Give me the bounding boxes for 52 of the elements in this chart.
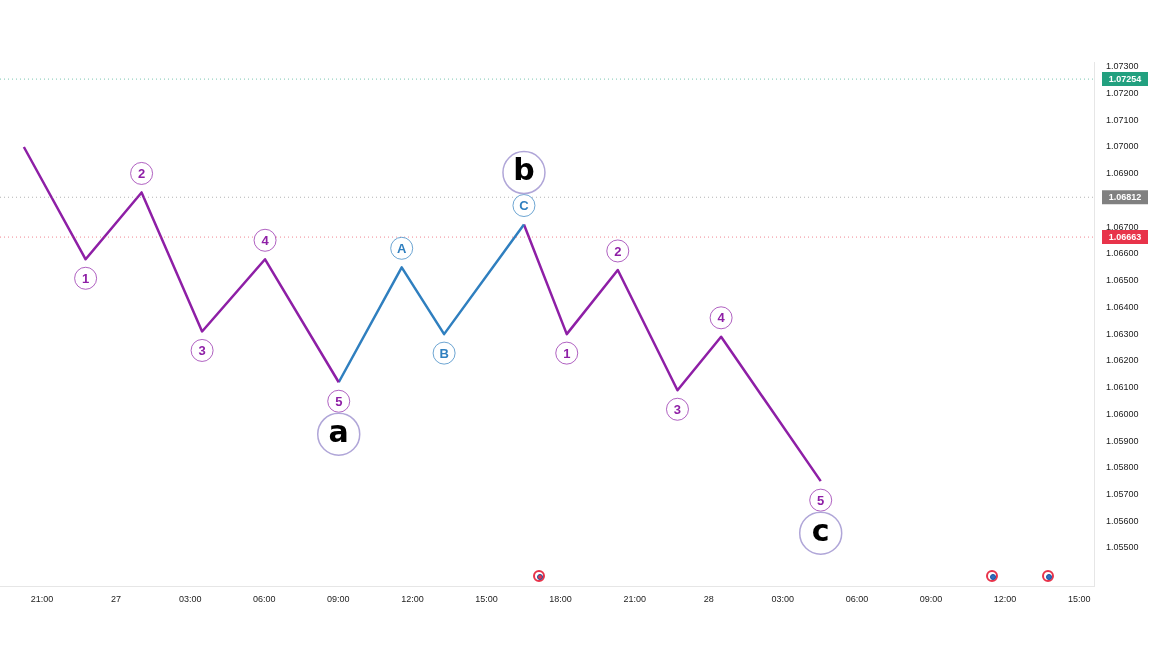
ref-line-label: 1.06663 <box>1108 231 1142 242</box>
annotation: C <box>519 198 530 214</box>
x-tick-label: 15:00 <box>475 594 498 605</box>
x-tick-label: 06:00 <box>845 594 869 605</box>
y-tick-label: 1.07200 <box>1106 88 1139 99</box>
annotation: 1 <box>563 345 571 361</box>
annotation: 4 <box>717 310 726 326</box>
x-tick-label: 28 <box>703 594 714 605</box>
annotation: a <box>328 414 349 450</box>
x-tick-label: 09:00 <box>919 594 943 605</box>
annotation: B <box>439 345 449 361</box>
y-tick-label: 1.05700 <box>1106 489 1139 499</box>
x-tick-label: 12:00 <box>401 594 424 605</box>
y-tick-label: 1.07100 <box>1106 114 1139 125</box>
x-tick-label: 12:00 <box>993 594 1017 605</box>
x-tick-label: 09:00 <box>327 594 350 605</box>
annotation: 2 <box>137 166 146 182</box>
y-tick-label: 1.06200 <box>1106 355 1139 366</box>
y-tick-label: 1.06500 <box>1106 275 1139 286</box>
x-tick-label: 06:00 <box>252 594 276 605</box>
x-tick-label: 03:00 <box>178 594 202 605</box>
annotation: b <box>513 152 535 188</box>
y-tick-label: 1.07300 <box>1106 61 1139 72</box>
annotation: c <box>811 512 830 548</box>
ref-line-label: 1.07254 <box>1108 73 1142 84</box>
y-tick-label: 1.05900 <box>1106 435 1139 446</box>
y-tick-label: 1.07000 <box>1106 141 1139 152</box>
y-tick-label: 1.05800 <box>1106 462 1139 473</box>
x-tick-label: 21:00 <box>30 594 54 605</box>
y-tick-label: 1.05600 <box>1106 515 1139 526</box>
x-tick-label: 27 <box>111 594 122 605</box>
annotation: 5 <box>335 393 343 409</box>
y-tick-label: 1.06000 <box>1106 408 1139 419</box>
annotation: 2 <box>614 243 622 259</box>
x-tick-label: 18:00 <box>549 594 572 605</box>
annotation: 1 <box>81 270 90 286</box>
x-tick-label: 15:00 <box>1067 594 1091 605</box>
annotation: 3 <box>198 343 206 359</box>
annotation: 5 <box>817 492 825 508</box>
annotation: A <box>397 240 408 256</box>
y-tick-label: 1.06300 <box>1106 328 1139 339</box>
y-tick-label: 1.06600 <box>1106 248 1139 259</box>
x-tick-label: 21:00 <box>623 594 646 605</box>
y-tick-label: 1.06400 <box>1106 301 1139 312</box>
y-tick-label: 1.06700 <box>1106 221 1139 232</box>
y-tick-label: 1.06900 <box>1106 168 1139 179</box>
x-tick-label: 03:00 <box>771 594 795 605</box>
ref-line-label: 1.06812 <box>1108 191 1142 202</box>
y-tick-label: 1.06100 <box>1106 382 1139 393</box>
annotation: 4 <box>261 232 270 248</box>
y-tick-label: 1.05500 <box>1106 542 1139 553</box>
annotation: 3 <box>673 401 682 417</box>
